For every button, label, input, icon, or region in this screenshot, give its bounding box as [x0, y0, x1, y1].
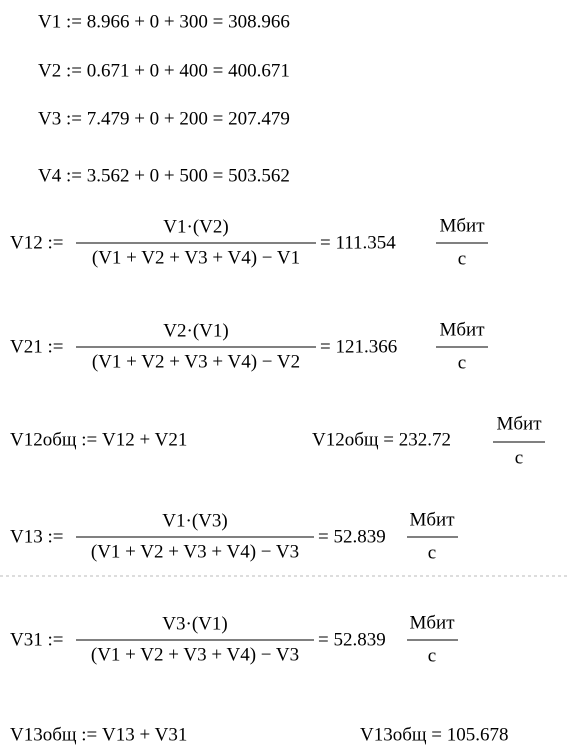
unit-denominator: с — [458, 248, 466, 269]
unit-numerator: Мбит — [439, 215, 485, 236]
result: = 121.366 — [320, 336, 397, 357]
numerator: V1·(V2) — [163, 216, 228, 237]
unit-denominator: с — [458, 352, 466, 373]
result: = 111.354 — [320, 232, 396, 253]
unit-denominator: с — [428, 645, 436, 666]
definition: V12общ := V12 + V21 — [10, 429, 187, 450]
unit-denominator: с — [515, 447, 523, 468]
lhs: V21 := — [10, 336, 63, 357]
result: = 52.839 — [318, 629, 386, 650]
evaluation: V13общ = 105.678 — [360, 724, 508, 745]
definition: V13общ := V13 + V31 — [10, 724, 187, 745]
lhs: V31 := — [10, 629, 63, 650]
assignment: V1 := 8.966 + 0 + 300 = 308.966 — [38, 11, 290, 32]
unit-denominator: с — [428, 542, 436, 563]
numerator: V1·(V3) — [162, 510, 227, 531]
assignment: V3 := 7.479 + 0 + 200 = 207.479 — [38, 108, 290, 129]
unit-numerator: Мбит — [496, 413, 542, 434]
evaluation: V12общ = 232.72 — [312, 429, 451, 450]
lhs: V13 := — [10, 526, 63, 547]
denominator: (V1 + V2 + V3 + V4) − V3 — [91, 644, 299, 665]
unit-numerator: Мбит — [409, 509, 455, 530]
result: = 52.839 — [318, 526, 386, 547]
denominator: (V1 + V2 + V3 + V4) − V2 — [92, 351, 300, 372]
unit-numerator: Мбит — [409, 612, 455, 633]
denominator: (V1 + V2 + V3 + V4) − V3 — [91, 541, 299, 562]
unit-numerator: Мбит — [439, 319, 485, 340]
denominator: (V1 + V2 + V3 + V4) − V1 — [92, 247, 300, 268]
assignment: V4 := 3.562 + 0 + 500 = 503.562 — [38, 165, 290, 186]
numerator: V3·(V1) — [162, 613, 227, 634]
lhs: V12 := — [10, 232, 63, 253]
assignment: V2 := 0.671 + 0 + 400 = 400.671 — [38, 60, 290, 81]
numerator: V2·(V1) — [163, 320, 228, 341]
